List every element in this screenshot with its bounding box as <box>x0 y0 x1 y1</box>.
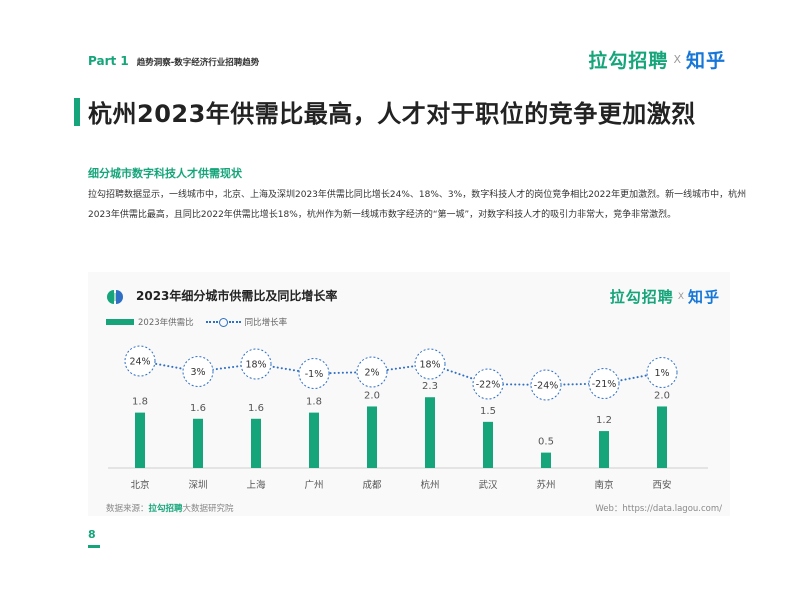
bar-label-9: 2.0 <box>654 390 670 401</box>
bar-6 <box>483 421 493 468</box>
title-accent-bar <box>74 98 80 126</box>
legend-line-swatch <box>205 317 241 327</box>
legend-bar-label: 2023年供需比 <box>138 318 194 328</box>
category-label-5: 杭州 <box>420 479 439 491</box>
chart-legend: 2023年供需比 同比增长率 <box>106 316 287 328</box>
category-label-8: 南京 <box>594 479 613 491</box>
section-label: 趋势洞察-数字经济行业招聘趋势 <box>136 58 260 68</box>
lagou-logo: 拉勾招聘 <box>588 50 669 72</box>
growth-label-1: 3% <box>190 367 205 378</box>
growth-label-8: -21% <box>592 379 617 390</box>
bar-3 <box>309 412 319 468</box>
subtitle: 细分城市数字科技人才供需现状 <box>88 167 242 180</box>
growth-point-7 <box>530 369 562 401</box>
bar-2 <box>251 418 261 468</box>
category-label-2: 上海 <box>246 479 266 491</box>
growth-point-1 <box>182 356 214 387</box>
bar-5 <box>425 397 435 468</box>
category-label-4: 成都 <box>362 479 382 491</box>
bar-label-3: 1.8 <box>306 397 322 408</box>
growth-label-7: -24% <box>534 381 559 392</box>
source-prefix: 数据来源： <box>106 504 149 514</box>
page-title: 杭州2023年供需比最高，人才对于职位的竞争更加激烈 <box>88 100 696 128</box>
zhihu-logo: 知乎 <box>685 50 726 72</box>
web-url: Web：https://data.lagou.com/ <box>595 504 722 514</box>
brand-logo: 拉勾招聘 X 知乎 <box>588 46 726 73</box>
bar-label-5: 2.3 <box>422 381 438 392</box>
logo-separator: X <box>673 53 681 66</box>
chart-zhihu-logo: 知乎 <box>687 288 720 306</box>
bar-0 <box>135 412 145 468</box>
growth-point-0 <box>124 345 156 377</box>
growth-point-6 <box>472 368 504 400</box>
growth-label-9: 1% <box>654 368 669 379</box>
chart-lagou-logo: 拉勾招聘 <box>609 288 674 306</box>
bar-label-7: 0.5 <box>538 437 554 448</box>
bar-label-0: 1.8 <box>132 397 148 408</box>
growth-line <box>139 360 663 387</box>
source-suffix: 大数据研究院 <box>182 504 234 514</box>
bar-label-8: 1.2 <box>596 415 612 426</box>
category-label-9: 西安 <box>652 479 671 491</box>
chart-brand-logo: 拉勾招聘 X 知乎 <box>610 286 720 307</box>
page-number-underline <box>88 545 100 548</box>
growth-label-2: 18% <box>245 360 266 371</box>
legend-line-label: 同比增长率 <box>244 318 288 328</box>
page-number: 8 <box>88 528 96 541</box>
bar-1 <box>193 418 203 468</box>
description: 拉勾招聘数据显示，一线城市中，北京、上海及深圳2023年供需比同比增长24%、1… <box>88 190 747 220</box>
legend-bar-swatch <box>106 319 134 325</box>
growth-point-3 <box>298 358 330 389</box>
growth-point-2 <box>240 348 272 380</box>
data-source: 数据来源：拉勾招聘大数据研究院 <box>106 502 234 514</box>
chart-title: 2023年细分城市供需比及同比增长率 <box>136 289 338 303</box>
growth-point-8 <box>588 368 620 399</box>
growth-point-4 <box>356 356 388 388</box>
category-label-6: 武汉 <box>478 479 498 491</box>
bar-label-6: 1.5 <box>480 406 496 417</box>
growth-label-4: 2% <box>364 368 379 379</box>
bar-label-1: 1.6 <box>190 403 206 414</box>
part-label: Part 1 <box>88 54 129 68</box>
growth-label-0: 24% <box>129 357 150 368</box>
growth-label-6: -22% <box>476 380 501 391</box>
bar-4 <box>367 406 377 468</box>
bar-8 <box>599 431 609 468</box>
category-label-1: 深圳 <box>188 480 207 491</box>
growth-label-5: 18% <box>419 360 440 371</box>
chart-card <box>88 272 730 516</box>
category-label-7: 苏州 <box>536 479 555 491</box>
chart-plot: 1.8 北京 24% 1.6 深圳 3% 1.6 上海 18% 1.8 广州 -1% 2.0 成都 2% 2.… <box>108 345 708 491</box>
section-header: Part 1 趋势洞察-数字经济行业招聘趋势 <box>88 54 259 72</box>
category-label-3: 广州 <box>304 479 323 491</box>
bar-7 <box>541 452 551 468</box>
growth-point-9 <box>646 357 678 388</box>
bar-label-4: 2.0 <box>364 390 380 401</box>
growth-label-3: -1% <box>305 369 324 380</box>
chart-logo-separator: X <box>677 291 684 302</box>
chart-icon <box>107 290 123 304</box>
bar-label-2: 1.6 <box>248 403 264 414</box>
bar-9 <box>657 406 667 468</box>
source-brand: 拉勾招聘 <box>148 504 183 514</box>
growth-point-5 <box>414 348 446 380</box>
category-label-0: 北京 <box>130 479 149 491</box>
